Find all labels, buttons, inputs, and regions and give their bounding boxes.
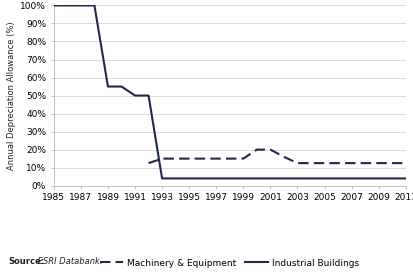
Text: ESRI Databank.: ESRI Databank. — [35, 257, 102, 266]
Y-axis label: Annual Depreciation Allowance (%): Annual Depreciation Allowance (%) — [7, 21, 16, 170]
Legend: Machinery & Equipment, Industrial Buildings: Machinery & Equipment, Industrial Buildi… — [96, 255, 362, 271]
Text: Source:: Source: — [8, 257, 44, 266]
